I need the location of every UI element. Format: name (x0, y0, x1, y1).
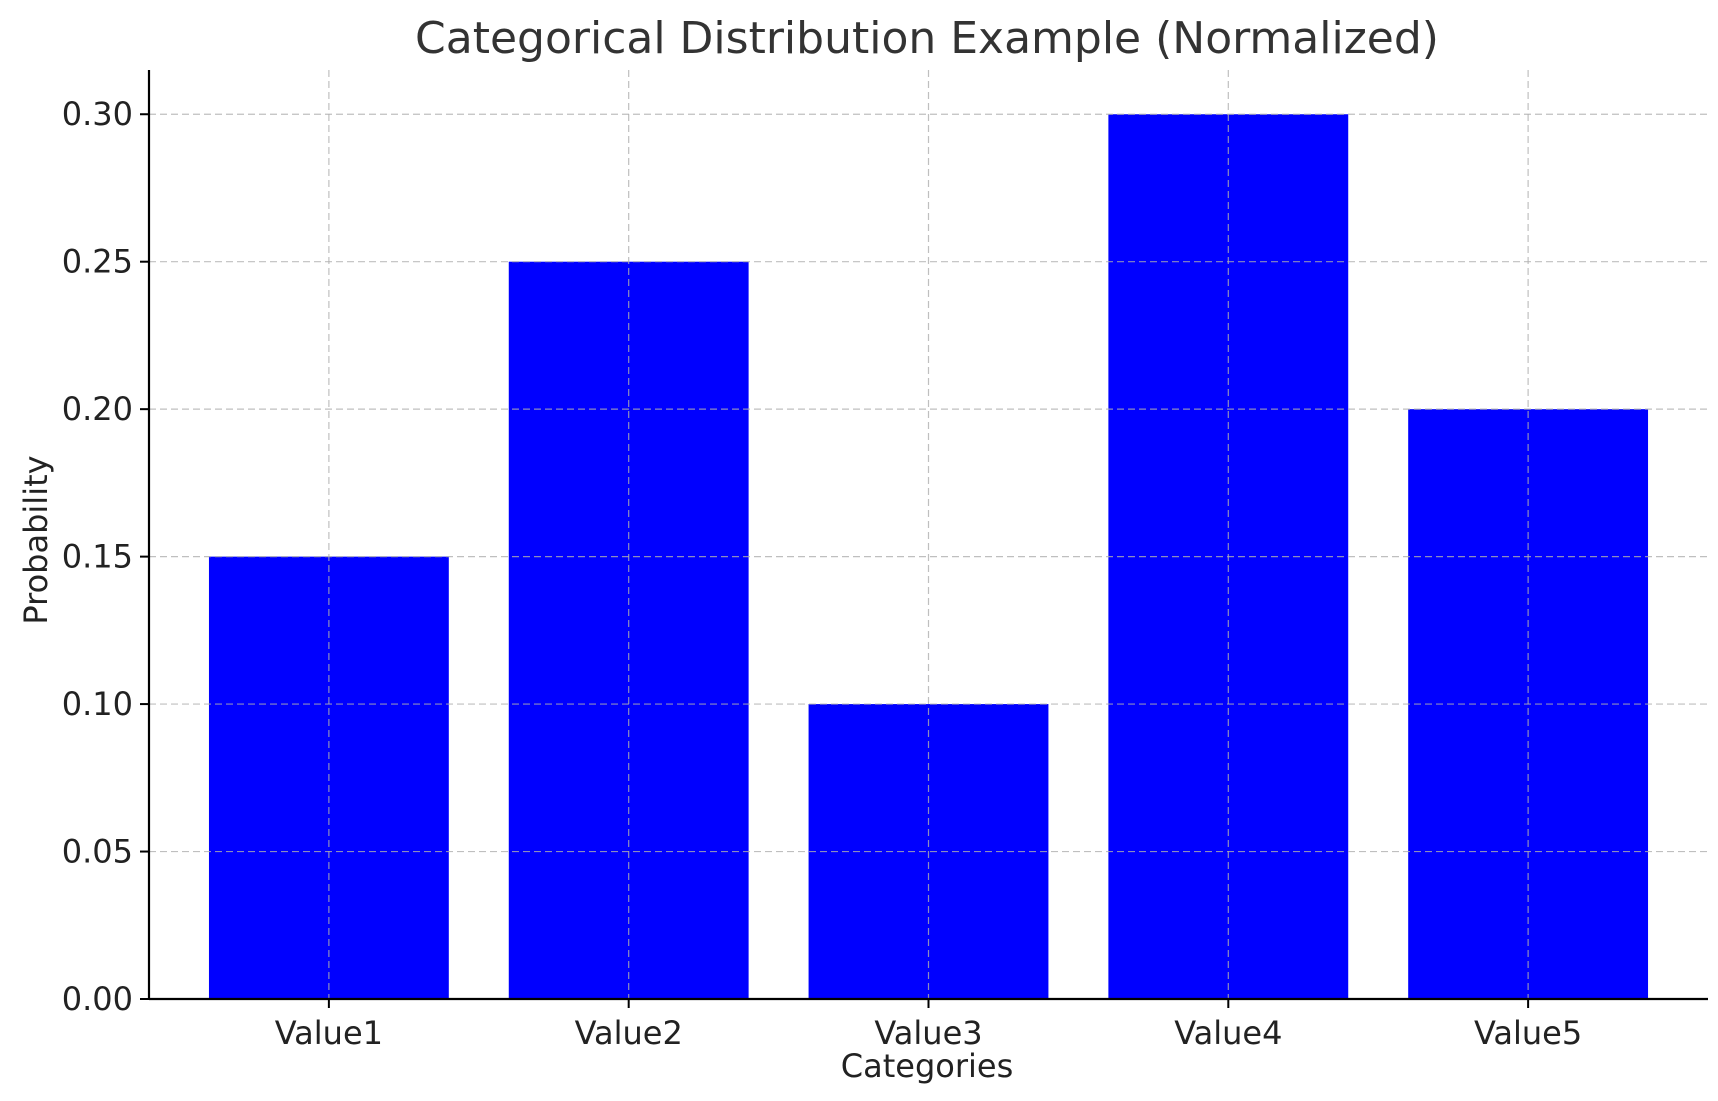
grid-layer (149, 70, 1708, 1000)
x-tick-label: Value1 (275, 1014, 383, 1052)
x-axis-label: Categories (841, 1047, 1013, 1085)
y-tick-label: 0.20 (62, 390, 133, 428)
y-tick-label: 0.00 (62, 980, 133, 1018)
x-tick-label: Value5 (1474, 1014, 1582, 1052)
y-tick-label: 0.05 (62, 833, 133, 871)
axes-layer (140, 70, 1708, 1008)
x-tick-label: Value4 (1174, 1014, 1282, 1052)
x-tick-label: Value3 (874, 1014, 982, 1052)
y-tick-label: 0.25 (62, 243, 133, 281)
y-axis-label: Probability (17, 455, 55, 624)
chart-title: Categorical Distribution Example (Normal… (415, 13, 1439, 64)
labels-layer: Categorical Distribution Example (Normal… (17, 13, 1582, 1085)
y-tick-label: 0.10 (62, 685, 133, 723)
y-tick-label: 0.15 (62, 538, 133, 576)
x-tick-label: Value2 (575, 1014, 683, 1052)
y-tick-label: 0.30 (62, 95, 133, 133)
